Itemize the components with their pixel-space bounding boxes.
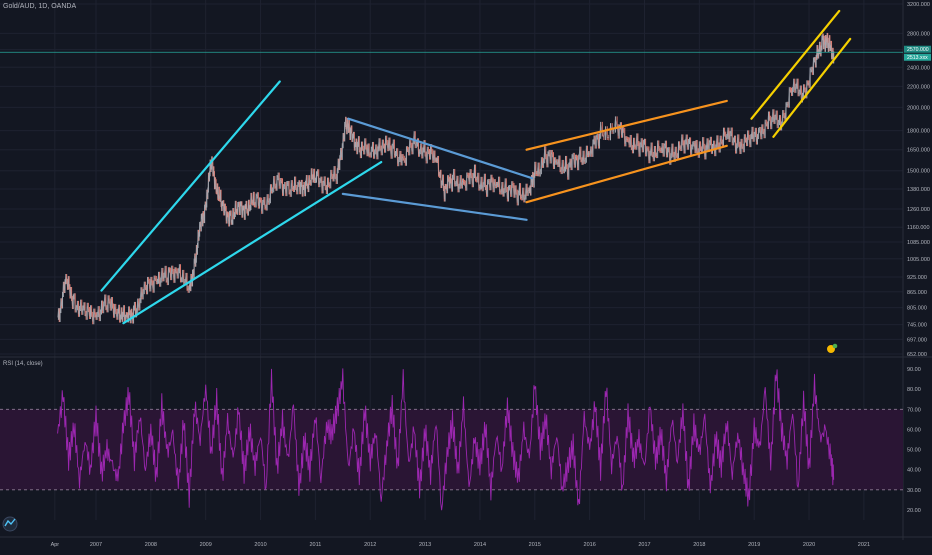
rsi-tick-label: 30.00 — [907, 488, 921, 494]
time-tick-label: 2012 — [364, 542, 376, 548]
yellow-channel-lower — [772, 37, 852, 138]
price-tick-label: 1260.000 — [907, 207, 930, 213]
price-candles — [57, 32, 835, 325]
rsi-axis: 90.00 80.00 70.00 60.00 50.00 40.00 30.00 20.00 — [907, 367, 921, 514]
price-tick-label: 2800.000 — [907, 31, 930, 37]
rsi-tick-label: 80.00 — [907, 387, 921, 393]
price-tick-label: 1160.000 — [907, 225, 930, 231]
time-tick-label: 2010 — [254, 542, 266, 548]
chart-title: Gold/AUD, 1D, OANDA — [3, 3, 77, 10]
price-tick-label: 652.000 — [907, 352, 927, 358]
time-tick-label: 2021 — [858, 542, 870, 548]
time-tick-label: 2016 — [584, 542, 596, 548]
orange-channel-upper — [525, 99, 728, 151]
orange-channel-lower — [525, 144, 728, 204]
price-tick-label: 3200.000 — [907, 2, 930, 8]
time-axis: Apr 2007 2008 2009 2010 2011 2012 2013 2014 2015 2… — [51, 542, 870, 548]
time-tick-label: 2017 — [638, 542, 650, 548]
time-tick-label: 2009 — [200, 542, 212, 548]
price-tick-label: 1800.000 — [907, 129, 930, 135]
price-tick-label: 2200.000 — [907, 84, 930, 90]
current-price-label: 2513.xxx — [907, 55, 928, 61]
rsi-title: RSI (14, close) — [3, 361, 43, 367]
price-tick-label: 697.000 — [907, 337, 927, 343]
time-tick-label: 2019 — [748, 542, 760, 548]
rsi-tick-label: 70.00 — [907, 407, 921, 413]
time-tick-label: 2018 — [693, 542, 705, 548]
price-tick-label: 745.000 — [907, 323, 927, 329]
rsi-tick-label: 20.00 — [907, 508, 921, 514]
cyan-channel-lower — [122, 160, 383, 325]
tradingview-logo-icon — [2, 516, 18, 532]
price-axis: 3200.0002800.0002600.0002400.0002200.000… — [907, 2, 930, 358]
time-tick-label: 2008 — [145, 542, 157, 548]
idea-badge-dot — [832, 343, 838, 349]
price-tick-label: 925.000 — [907, 275, 927, 281]
time-tick-label: 2007 — [90, 542, 102, 548]
price-tick-label: 1650.000 — [907, 148, 930, 154]
time-tick-label: 2013 — [419, 542, 431, 548]
price-tick-label: 865.000 — [907, 290, 927, 296]
price-series-line — [57, 34, 835, 322]
current-price-label-box — [904, 53, 931, 61]
price-tick-label: 1500.000 — [907, 169, 930, 175]
current-price-label: 2570.000 — [907, 47, 929, 53]
rsi-series-line — [57, 368, 835, 511]
time-tick-label: Apr — [51, 542, 60, 548]
rsi-tick-label: 90.00 — [907, 367, 921, 373]
price-tick-label: 1380.000 — [907, 187, 930, 193]
time-tick-label: 2015 — [529, 542, 541, 548]
price-tick-label: 2400.000 — [907, 65, 930, 71]
price-tick-label: 1085.000 — [907, 240, 930, 246]
rsi-tick-label: 60.00 — [907, 427, 921, 433]
rsi-tick-label: 40.00 — [907, 468, 921, 474]
steel-wedge-upper — [347, 117, 534, 180]
yellow-channel-upper — [750, 9, 841, 120]
rsi-tick-label: 50.00 — [907, 448, 921, 454]
steel-wedge-lower — [341, 192, 528, 221]
price-tick-label: 2000.000 — [907, 105, 930, 111]
time-tick-label: 2020 — [803, 542, 815, 548]
logo-mark — [4, 518, 16, 527]
time-tick-label: 2011 — [309, 542, 321, 548]
current-price-label-box — [904, 45, 931, 53]
price-tick-label: 805.000 — [907, 306, 927, 312]
tradingview-idea-icon — [826, 343, 838, 354]
cyan-channel-upper — [100, 80, 281, 292]
time-tick-label: 2014 — [474, 542, 486, 548]
price-tick-label: 1005.000 — [907, 257, 930, 263]
